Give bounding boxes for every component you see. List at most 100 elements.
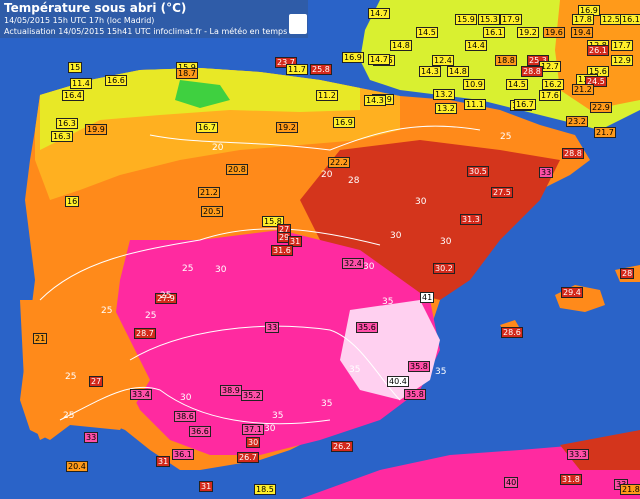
station-temp-label: 17.7 xyxy=(611,40,633,51)
station-temp-label: 14.4 xyxy=(465,40,487,51)
station-temp-label: 33 xyxy=(539,167,554,178)
station-temp-label: 36.6 xyxy=(189,426,211,437)
station-temp-label: 12.4 xyxy=(432,55,454,66)
station-temp-label: 16.7 xyxy=(514,99,536,110)
station-temp-label: 16.6 xyxy=(105,75,127,86)
station-temp-label: 19.2 xyxy=(276,122,298,133)
station-temp-label: 21 xyxy=(33,333,48,344)
station-temp-label: 30 xyxy=(246,437,261,448)
station-temp-label: 14.5 xyxy=(506,79,528,90)
station-temp-label: 32.4 xyxy=(342,258,364,269)
station-temp-label: 11.1 xyxy=(464,99,486,110)
station-temp-label: 19.4 xyxy=(571,27,593,38)
station-temp-label: 29.4 xyxy=(561,287,583,298)
station-temp-label: 11.7 xyxy=(286,64,308,75)
station-temp-label: 17.9 xyxy=(500,14,522,25)
station-temp-label: 14.5 xyxy=(416,27,438,38)
station-temp-label: 27.5 xyxy=(491,187,513,198)
station-temp-label: 16.3 xyxy=(51,131,73,142)
station-temp-label: 11.4 xyxy=(70,78,92,89)
station-temp-label: 21.2 xyxy=(572,84,594,95)
station-temp-label: 25.8 xyxy=(310,64,332,75)
isotherm-value: 25 xyxy=(101,306,113,316)
station-temp-label: 14.3 xyxy=(419,66,441,77)
station-temp-label: 21.8 xyxy=(620,484,640,495)
portugal-south-zone xyxy=(20,300,150,440)
station-temp-label: 16.2 xyxy=(542,79,564,90)
station-temp-label: 23.7 xyxy=(275,57,297,68)
north-africa-land xyxy=(300,440,640,499)
france-map-icon xyxy=(289,14,307,34)
station-temp-label: 27 xyxy=(89,376,104,387)
station-temp-label: 31.8 xyxy=(560,474,582,485)
station-temp-label: 15 xyxy=(68,62,83,73)
station-temp-label: 19.9 xyxy=(85,124,107,135)
station-temp-label: 15.8 xyxy=(262,216,284,227)
station-temp-label: 22.9 xyxy=(590,102,612,113)
station-temp-label: 16.9 xyxy=(333,117,355,128)
station-temp-label: 17.6 xyxy=(539,90,561,101)
isotherm-value: 25 xyxy=(182,264,194,274)
station-temp-label: 18.7 xyxy=(176,68,198,79)
station-temp-label: 41 xyxy=(420,292,435,303)
station-temp-label: 31 xyxy=(156,456,171,467)
station-temp-label: 31 xyxy=(199,481,214,492)
station-temp-label: 14.8 xyxy=(447,66,469,77)
station-temp-label: 22.2 xyxy=(328,157,350,168)
station-temp-label: 33.4 xyxy=(130,389,152,400)
isotherm-value: 35 xyxy=(349,365,361,375)
station-temp-label: 11.2 xyxy=(316,90,338,101)
isotherm-value: 25 xyxy=(160,291,172,301)
isotherm-value: 30 xyxy=(440,237,452,247)
mountain-cool-area xyxy=(175,80,230,108)
station-temp-label: 40.4 xyxy=(387,376,409,387)
station-temp-label: 30.2 xyxy=(433,263,455,274)
station-temp-label: 21.7 xyxy=(594,127,616,138)
very-hot-south-zone xyxy=(115,230,440,455)
station-temp-label: 19.6 xyxy=(543,27,565,38)
station-temp-label: 16.3 xyxy=(56,118,78,129)
station-temp-label: 16 xyxy=(65,196,80,207)
station-temp-label: 14.8 xyxy=(390,40,412,51)
station-temp-label: 20.4 xyxy=(66,461,88,472)
station-temp-label: 19.2 xyxy=(517,27,539,38)
isotherm-value: 25 xyxy=(500,132,512,142)
isotherm-value: 25 xyxy=(63,411,75,421)
isotherm-value: 30 xyxy=(390,231,402,241)
station-temp-label: 31.3 xyxy=(460,214,482,225)
station-temp-label: 14.7 xyxy=(368,54,390,65)
station-temp-label: 26.7 xyxy=(237,452,259,463)
isotherm-value: 30 xyxy=(415,197,427,207)
station-temp-label: 31 xyxy=(288,236,303,247)
isotherm-value: 28 xyxy=(348,176,360,186)
station-temp-label: 18.5 xyxy=(254,484,276,495)
observation-time: 14/05/2015 15h UTC 17h (loc Madrid) xyxy=(4,16,155,25)
station-temp-label: 14.3 xyxy=(364,95,386,106)
isotherm-lines xyxy=(39,125,481,425)
isotherm-value: 30 xyxy=(264,424,276,434)
isotherm-value: 30 xyxy=(180,393,192,403)
north-africa-hot-zone xyxy=(560,430,640,470)
isotherm-value: 35 xyxy=(321,399,333,409)
isotherm-value: 30 xyxy=(215,265,227,275)
station-temp-label: 26.2 xyxy=(331,441,353,452)
isotherm-value: 35 xyxy=(435,367,447,377)
station-temp-label: 15.9 xyxy=(455,14,477,25)
station-temp-label: 36.1 xyxy=(172,449,194,460)
station-temp-label: 25.3 xyxy=(527,55,549,66)
station-temp-label: 18.8 xyxy=(495,55,517,66)
station-temp-label: 10.9 xyxy=(463,79,485,90)
station-temp-label: 38.6 xyxy=(174,411,196,422)
station-temp-label: 33 xyxy=(265,322,280,333)
station-temp-label: 21.2 xyxy=(198,187,220,198)
station-temp-label: 24.5 xyxy=(585,76,607,87)
station-temp-label: 16.1 xyxy=(483,27,505,38)
station-temp-label: 23.2 xyxy=(566,116,588,127)
update-info: Actualisation 14/05/2015 15h41 UTC infoc… xyxy=(4,27,306,36)
station-temp-label: 28.8 xyxy=(521,66,543,77)
isotherm-value: 35 xyxy=(382,297,394,307)
station-temp-label: 35.8 xyxy=(408,361,430,372)
isotherm-value: 25 xyxy=(145,311,157,321)
station-temp-label: 35.8 xyxy=(404,389,426,400)
station-temp-label: 12.5 xyxy=(600,14,622,25)
